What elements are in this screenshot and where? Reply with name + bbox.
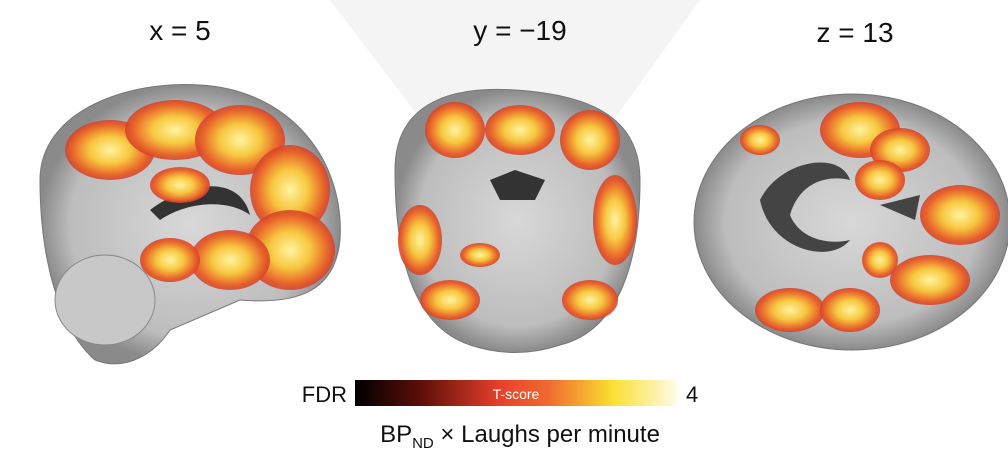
- panel-label: y = −19: [473, 15, 566, 46]
- caption-subscript: ND: [412, 435, 434, 450]
- caption-main: BP: [380, 421, 412, 448]
- caption: BPND × Laughs per minute: [380, 421, 660, 450]
- activation: [398, 102, 637, 320]
- panel-label: z = 13: [816, 17, 893, 48]
- colorbar: [355, 380, 677, 406]
- activation: [65, 100, 335, 290]
- panel-label: x = 5: [149, 15, 210, 46]
- colorbar-label: T-score: [493, 386, 540, 402]
- axial-slice: [693, 93, 1008, 351]
- coronal-slice: [394, 88, 641, 353]
- activation: [740, 102, 1000, 332]
- caption-rest: × Laughs per minute: [434, 421, 660, 448]
- sagittal-slice: [39, 83, 341, 365]
- colorbar-max: 4: [686, 382, 698, 407]
- colorbar-min: FDR: [302, 382, 347, 407]
